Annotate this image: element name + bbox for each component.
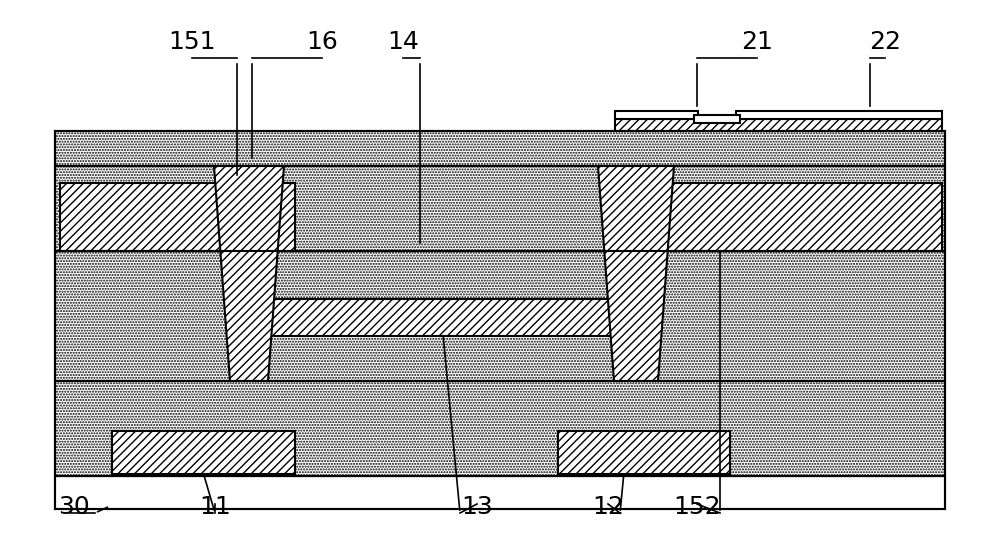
Bar bbox=[270, 299, 618, 336]
Bar bbox=[55, 131, 945, 166]
Bar bbox=[615, 119, 942, 131]
Bar bbox=[736, 111, 942, 119]
Bar bbox=[112, 431, 295, 474]
Text: 11: 11 bbox=[199, 495, 231, 519]
Text: 151: 151 bbox=[168, 30, 216, 54]
Text: 30: 30 bbox=[58, 495, 90, 519]
Text: 14: 14 bbox=[387, 30, 419, 54]
Bar bbox=[615, 183, 942, 251]
Polygon shape bbox=[598, 166, 674, 381]
Polygon shape bbox=[214, 166, 284, 381]
Text: 16: 16 bbox=[306, 30, 338, 54]
Text: 22: 22 bbox=[869, 30, 901, 54]
Bar bbox=[55, 166, 945, 251]
Bar bbox=[615, 111, 698, 119]
Bar bbox=[55, 381, 945, 476]
Bar bbox=[55, 476, 945, 509]
Text: 13: 13 bbox=[461, 495, 493, 519]
Bar bbox=[55, 251, 945, 381]
Text: 21: 21 bbox=[741, 30, 773, 54]
Bar bbox=[558, 431, 730, 474]
Text: 12: 12 bbox=[592, 495, 624, 519]
Text: 152: 152 bbox=[673, 495, 721, 519]
Bar bbox=[694, 115, 740, 123]
Bar bbox=[60, 183, 295, 251]
